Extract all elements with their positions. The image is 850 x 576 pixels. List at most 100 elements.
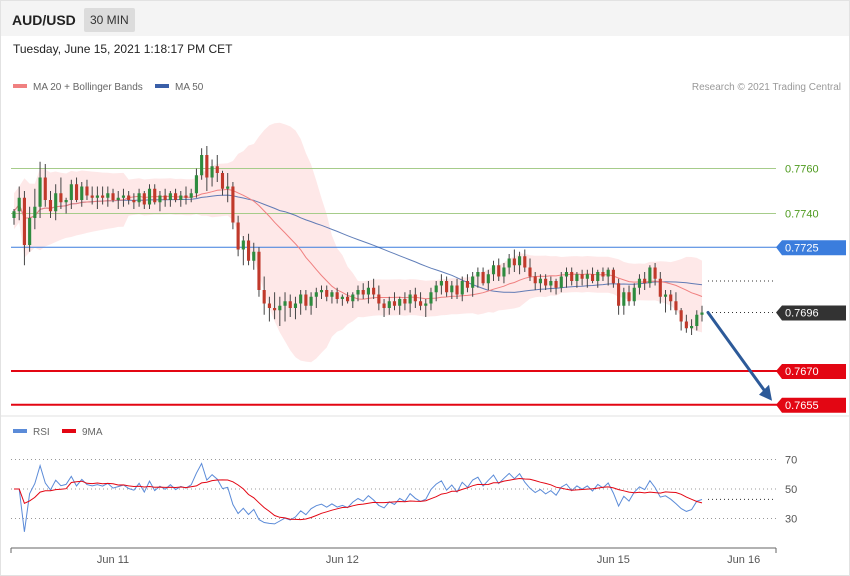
candle-body [418,301,423,306]
candle-body [497,265,501,277]
candle-body [481,272,485,284]
candle-body [314,292,318,297]
candle-body [346,296,350,302]
candle-body [54,193,58,212]
candle-body [200,155,204,176]
candle [64,197,68,214]
candle [554,278,558,295]
candle [43,164,47,207]
candle [299,290,303,315]
rsi-legend: RSI 9MA [13,427,103,438]
candle [382,299,386,317]
level-resistance: 0.7760 [11,164,819,176]
candle-body [299,294,303,304]
candle-body [59,193,63,203]
candle [95,186,99,209]
candle [700,305,704,322]
candle-body [257,251,261,290]
candle [174,188,178,203]
candle-body [241,240,245,250]
ma9-legend-swatch [62,429,76,433]
candle [262,276,266,315]
timeframe-badge[interactable]: 30 MIN [84,8,135,32]
level-pivot: 0.7725 [11,240,846,256]
candle [121,188,126,207]
candle [476,267,480,288]
candle [132,193,136,209]
candle-body [392,301,397,306]
candle-body [476,272,480,277]
candle-body [460,281,464,295]
level-label: 0.7655 [785,400,819,412]
candle [116,191,120,209]
candle [585,269,589,288]
rsi-panel: 70 50 30 [11,455,797,532]
candle-body [450,285,454,293]
candle [28,206,32,252]
candle-body [491,265,496,275]
candle [69,179,73,209]
candle-body [372,287,376,295]
candle [559,272,563,293]
candle-body [700,312,704,315]
candle-body [33,206,37,218]
candle [580,269,584,286]
candle-body [153,188,157,203]
candle-body [288,301,292,308]
candle-body [226,186,230,189]
ma20-legend-label: MA 20 + Bollinger Bands [33,82,143,93]
candle-body [590,274,595,281]
candle [486,269,490,290]
x-tick-label: Jun 15 [597,554,630,566]
candlesticks [12,146,704,335]
candle-body [137,193,141,203]
candle [429,287,433,311]
candle [387,296,391,315]
candle [502,263,506,284]
candle-body [512,258,516,266]
candle [418,292,423,311]
candle [398,296,402,315]
candle [351,292,355,308]
candle-body [653,267,657,279]
price-legend: MA 20 + Bollinger Bands MA 50 Research ©… [13,82,841,93]
candle [528,258,532,281]
candle-body [648,267,652,284]
candle [48,191,53,218]
candle-body [184,195,188,198]
candle-body [585,274,589,279]
candle-body [627,292,631,302]
candle [372,278,376,299]
candle [17,186,21,221]
candle-body [455,285,459,295]
candle-body [174,193,178,200]
candle [439,274,443,295]
candle [460,276,464,302]
candle-body [335,292,339,299]
candle-body [194,175,198,194]
candle [153,184,157,205]
candle-body [538,278,542,284]
candle [507,254,511,275]
candle [679,308,683,331]
candle-body [507,258,511,268]
candle [293,296,298,320]
candle-body [246,240,251,261]
candle-body [220,173,225,189]
candle-body [158,195,162,203]
candle-body [611,269,615,284]
forecast-arrow-head [759,384,772,401]
candle [74,177,79,203]
candle [22,191,26,266]
candle-body [189,193,193,198]
candle-body [64,200,68,203]
candle-body [28,218,32,245]
candle-body [361,290,365,295]
candle [544,274,548,290]
candle-body [168,193,172,200]
candle [533,272,537,290]
candle [330,290,334,304]
candle [403,292,407,311]
timestamp: Tuesday, June 15, 2021 1:18:17 PM CET [13,42,233,56]
candle [158,191,162,212]
